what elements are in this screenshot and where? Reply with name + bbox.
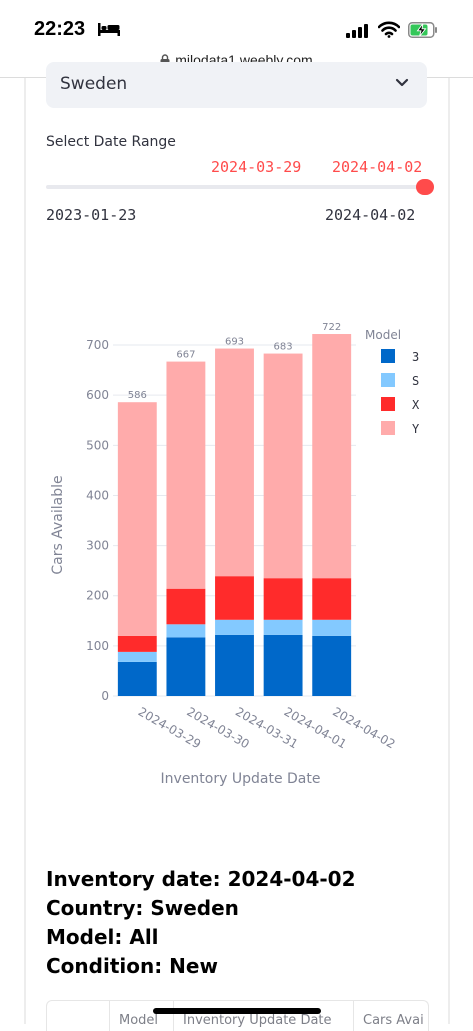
bar-segment-Y [117,402,157,636]
y-tick-label: 600 [86,388,109,402]
table-header-date[interactable]: Inventory Update Date [183,1013,332,1028]
y-tick-label: 100 [86,639,109,653]
bar-segment-3 [117,661,157,696]
y-tick-label: 700 [86,338,109,352]
legend-label: 3 [412,350,419,364]
y-tick-label: 200 [86,589,109,603]
bar-segment-S [166,624,206,638]
selected-start-date: 2024-03-29 [211,158,302,176]
date-range-track[interactable] [46,185,427,189]
bar-segment-3 [312,635,352,696]
bar-segment-X [263,578,303,620]
bed-icon [98,23,120,36]
country-text: Country: Sweden [46,896,239,920]
y-tick-label: 300 [86,539,109,553]
model-text: Model: All [46,925,159,949]
bar-segment-Y [215,348,254,577]
bar-total-label: 683 [274,342,293,353]
x-axis-title: Inventory Update Date [161,771,321,787]
bar-segment-X [166,588,206,625]
bar-segment-X [117,635,157,652]
bar-segment-S [312,619,352,636]
date-range-max: 2024-04-02 [325,206,416,224]
table-header-model[interactable]: Model [119,1013,159,1028]
status-bar: 22:23 [0,0,473,44]
inventory-date-text: Inventory date: 2024-04-02 [46,867,356,891]
battery-charging-icon [408,22,437,38]
legend-label: X [412,398,420,412]
status-time: 22:23 [34,18,86,40]
table-header-cars[interactable]: Cars Avai [363,1013,424,1028]
bar-total-label: 667 [176,350,195,361]
bar-segment-3 [263,634,303,696]
bar-segment-Y [263,353,303,579]
y-axis-title: Cars Available [50,475,66,574]
bar-segment-Y [166,361,206,589]
bar-segment-X [215,576,254,620]
chevron-down-icon [395,78,409,87]
date-range-min: 2023-01-23 [46,206,137,224]
bar-total-label: 722 [322,322,341,333]
bar-total-label: 693 [225,337,244,348]
legend-swatch-3 [381,349,395,363]
bar-segment-X [312,578,352,620]
wifi-icon [378,21,400,38]
date-range-label: Select Date Range [46,134,176,150]
inventory-table[interactable]: Model Inventory Update Date Cars Avai [46,1000,429,1031]
bar-segment-S [215,619,254,635]
legend-swatch-X [381,397,395,411]
legend-swatch-Y [381,421,395,435]
country-select[interactable]: Sweden [46,62,427,108]
legend-label: Y [412,422,420,436]
inventory-bar-chart: 01002003004005006007005862024-03-2966720… [50,322,420,787]
cellular-signal-icon [346,24,368,38]
bar-segment-3 [215,634,254,696]
legend-label: S [412,374,419,388]
bar-segment-3 [166,637,206,696]
bar-segment-Y [312,334,352,579]
condition-text: Condition: New [46,954,218,978]
home-indicator [153,1008,321,1014]
country-select-value: Sweden [60,74,128,94]
legend-swatch-S [381,373,395,387]
bar-segment-S [117,651,157,662]
legend-title: Model [365,328,401,342]
page-container [24,78,450,1024]
y-tick-label: 400 [86,488,109,502]
selected-end-date: 2024-04-02 [332,158,423,176]
bar-segment-S [263,619,303,635]
y-tick-label: 0 [101,689,109,703]
y-tick-label: 500 [86,438,109,452]
bar-total-label: 586 [128,390,147,401]
date-range-handle[interactable] [416,179,434,195]
